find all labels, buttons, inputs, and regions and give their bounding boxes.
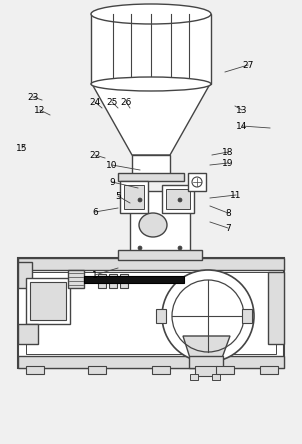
Bar [188, 173, 206, 191]
Bar [88, 366, 106, 374]
Bar [156, 309, 166, 323]
Bar [109, 274, 117, 288]
Text: 6: 6 [92, 207, 98, 217]
Bar [132, 155, 170, 175]
Bar [26, 366, 44, 374]
Circle shape [192, 177, 202, 187]
Circle shape [178, 246, 182, 250]
Text: 13: 13 [236, 106, 248, 115]
Text: 24: 24 [89, 98, 101, 107]
Bar [162, 185, 194, 213]
Polygon shape [92, 84, 210, 155]
Text: 5: 5 [115, 191, 121, 201]
Text: 22: 22 [89, 151, 101, 159]
Circle shape [162, 270, 254, 362]
Bar [152, 366, 170, 374]
Bar [18, 262, 32, 288]
Bar [18, 356, 284, 368]
Bar [166, 189, 190, 209]
Bar [130, 191, 190, 256]
Text: 18: 18 [222, 147, 234, 156]
Bar [68, 270, 84, 288]
Bar [189, 356, 223, 368]
Text: 7: 7 [225, 223, 231, 233]
Circle shape [138, 198, 142, 202]
Bar [118, 173, 184, 181]
Bar [18, 258, 284, 270]
Bar [18, 324, 38, 344]
Bar [18, 258, 284, 368]
Bar [195, 366, 217, 376]
Polygon shape [183, 336, 230, 358]
Bar [118, 250, 202, 260]
Text: 11: 11 [230, 190, 242, 199]
Bar [268, 272, 284, 344]
Text: 26: 26 [120, 98, 132, 107]
Bar [190, 374, 198, 380]
Text: 1: 1 [92, 270, 98, 280]
Text: 12: 12 [34, 106, 46, 115]
Bar [260, 366, 278, 374]
Bar [98, 274, 106, 288]
Bar [124, 185, 144, 209]
Bar [91, 14, 211, 84]
Ellipse shape [139, 213, 167, 237]
Circle shape [178, 198, 182, 202]
Ellipse shape [91, 77, 211, 91]
Text: 19: 19 [222, 159, 234, 167]
Text: 14: 14 [236, 122, 248, 131]
Bar [242, 309, 252, 323]
Bar [30, 282, 66, 320]
Circle shape [138, 246, 142, 250]
Bar [84, 276, 184, 283]
Text: 9: 9 [109, 178, 115, 186]
Text: 15: 15 [16, 143, 28, 152]
Text: 10: 10 [106, 160, 118, 170]
Ellipse shape [91, 4, 211, 24]
Text: 8: 8 [225, 209, 231, 218]
Text: 25: 25 [106, 98, 118, 107]
Bar [212, 374, 220, 380]
Bar [216, 366, 234, 374]
Text: 27: 27 [242, 60, 254, 70]
Text: 23: 23 [27, 92, 39, 102]
Bar [26, 272, 276, 354]
Bar [26, 278, 70, 324]
Bar [120, 181, 148, 213]
Bar [120, 274, 128, 288]
